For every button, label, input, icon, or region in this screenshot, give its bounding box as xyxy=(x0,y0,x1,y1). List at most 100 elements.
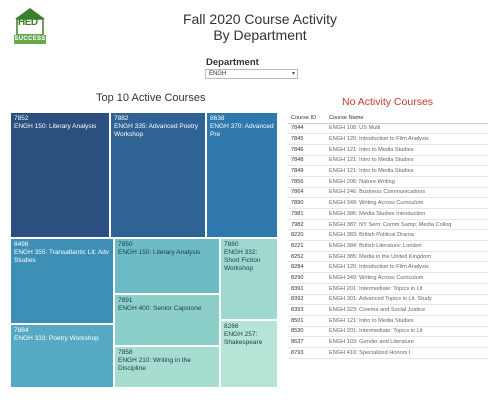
table-row: 7846 ENGH 121: Intro to Media Studies xyxy=(288,144,488,156)
course-id-cell: 8391 xyxy=(288,283,326,295)
tile-course-name: ENGH 257: Shakespeare xyxy=(224,331,263,346)
tile-course-name: ENGH 333: Poetry Workshop xyxy=(14,335,99,342)
table-row: 7982 ENGH 387: NY Sem: Comm Samp; Media C… xyxy=(288,219,488,231)
table-row: 8252 ENGH 385: Media in the United Kingdo… xyxy=(288,251,488,263)
course-name-cell: ENGH 349: Writing Across Curriculum xyxy=(326,197,488,209)
tile-course-id: 7891 xyxy=(118,297,133,304)
table-row: 8393 ENGH 323: Cinema and Social Justice xyxy=(288,304,488,316)
course-id-cell: 7845 xyxy=(288,133,326,145)
course-id-cell: 8501 xyxy=(288,315,326,327)
no-activity-table: Course ID Course Name 7844 ENGH 108: US M… xyxy=(288,113,488,359)
course-name-cell: ENGH 201: Intermediate: Topics in Lit xyxy=(326,283,488,295)
treemap-tile[interactable]: 7882 ENGH 335: Advanced Poetry Workshop xyxy=(110,112,206,238)
course-id-cell: 8793 xyxy=(288,347,326,359)
treemap-tile[interactable]: 7884 ENGH 333: Poetry Workshop xyxy=(10,324,114,388)
tile-course-name: ENGH 400: Senior Capstone xyxy=(118,305,202,312)
logo: HED SUCCESS xyxy=(14,7,46,45)
table-row: 7856 ENGH 206: Nature Writing xyxy=(288,176,488,188)
course-id-cell: 8637 xyxy=(288,336,326,348)
table-row: 7981 ENGH 386: Media Studies Introduction xyxy=(288,208,488,220)
table-row: 8284 ENGH 120: Introduction to Film Analy… xyxy=(288,261,488,274)
column-header-course-id: Course ID xyxy=(288,113,326,124)
house-logo-icon xyxy=(15,8,45,35)
tile-course-name: ENGH 370: Advanced Pre xyxy=(210,123,274,138)
table-row: 8392 ENGH 301: Advanced Topics in Lit. St… xyxy=(288,294,488,306)
course-name-cell: ENGH 385: Media in the United Kingdom xyxy=(326,251,488,263)
course-name-cell: ENGH 201: Intermediate: Topics in Lit xyxy=(326,326,488,338)
course-name-cell: ENGH 301: Advanced Topics in Lit. Study xyxy=(326,294,488,306)
course-id-cell: 7864 xyxy=(288,187,326,199)
treemap-tile[interactable]: 7880 ENGH 332: Short Fiction Workshop xyxy=(220,238,278,320)
course-name-cell: ENGH 323: Cinema and Social Justice xyxy=(326,304,488,316)
course-name-cell: ENGH 383: British Political Drama xyxy=(326,229,488,242)
department-dropdown[interactable]: ENGH ▾ xyxy=(205,69,298,79)
column-header-course-name: Course Name xyxy=(326,113,488,124)
course-id-cell: 7846 xyxy=(288,144,326,156)
treemap-tile[interactable]: 7852 ENGH 150: Literary Analysis xyxy=(10,112,110,238)
course-id-cell: 8392 xyxy=(288,294,326,306)
table-row: 7848 ENGH 121: Intro to Media Studies xyxy=(288,155,488,167)
tile-course-id: 8498 xyxy=(14,241,29,248)
treemap-tile[interactable]: 7891 ENGH 400: Senior Capstone xyxy=(114,294,220,346)
course-name-cell: ENGH 387: NY Sem: Comm Samp; Media Collo… xyxy=(326,219,488,231)
treemap-tile[interactable]: 7850 ENGH 150: Literary Analysis xyxy=(114,238,220,294)
tile-course-id: 7852 xyxy=(14,115,29,122)
course-id-cell: 8393 xyxy=(288,304,326,316)
course-id-cell: 8284 xyxy=(288,261,326,274)
tile-course-name: ENGH 210: Writing in the Discipline xyxy=(118,357,191,372)
table-row: 8391 ENGH 201: Intermediate: Topics in Li… xyxy=(288,283,488,295)
course-name-cell: ENGH 246: Business Communications xyxy=(326,187,488,199)
table-row: 7845 ENGH 120: Introduction to Film Analy… xyxy=(288,133,488,145)
course-id-cell: 8290 xyxy=(288,272,326,284)
table-row: 7864 ENGH 246: Business Communications xyxy=(288,187,488,199)
tile-course-id: 7850 xyxy=(118,241,133,248)
course-name-cell: ENGH 349: Writing Across Curriculum xyxy=(326,272,488,284)
tile-course-name: ENGH 150: Literary Analysis xyxy=(118,249,201,256)
course-id-cell: 8530 xyxy=(288,326,326,338)
course-name-cell: ENGH 410: Specialized Honors I xyxy=(326,347,488,359)
table-row: 7890 ENGH 349: Writing Across Curriculum xyxy=(288,197,488,209)
page-title-line1: Fall 2020 Course Activity xyxy=(182,11,338,27)
course-id-cell: 7981 xyxy=(288,208,326,220)
department-value: ENGH xyxy=(209,71,227,77)
course-name-cell: ENGH 206: Nature Writing xyxy=(326,176,488,188)
tile-course-id: 7882 xyxy=(114,115,129,122)
treemap-tile[interactable]: 8498 ENGH 355: Transatlantic Lit: Adv Stu… xyxy=(10,238,114,324)
course-id-cell: 7890 xyxy=(288,197,326,209)
table-row: 8530 ENGH 201: Intermediate: Topics in Li… xyxy=(288,326,488,338)
department-label: Department xyxy=(206,57,259,68)
course-name-cell: ENGH 120: Introduction to Film Analysis xyxy=(326,261,488,274)
tile-course-name: ENGH 150: Literary Analysis xyxy=(14,123,97,130)
table-row: 7849 ENGH 121: Intro to Media Studies xyxy=(288,165,488,177)
course-name-cell: ENGH 384: British Literature: London xyxy=(326,240,488,252)
page-title: Fall 2020 Course Activity By Department xyxy=(120,11,400,43)
table-row: 7844 ENGH 108: US Multi xyxy=(288,123,488,135)
course-name-cell: ENGH 121: Intro to Media Studies xyxy=(326,165,488,177)
table-row: 8637 ENGH 103: Gender and Literature xyxy=(288,336,488,348)
table-row: 8501 ENGH 121: Intro to Media Studies xyxy=(288,315,488,327)
course-name-cell: ENGH 120: Introduction to Film Analysis xyxy=(326,133,488,145)
course-name-cell: ENGH 121: Intro to Media Studies xyxy=(326,155,488,167)
tile-course-id: 8638 xyxy=(210,115,225,122)
tile-course-id: 7884 xyxy=(14,327,29,334)
logo-band: SUCCESS xyxy=(14,35,46,44)
course-name-cell: ENGH 386: Media Studies Introduction xyxy=(326,208,488,220)
tile-course-name: ENGH 332: Short Fiction Workshop xyxy=(224,249,261,272)
table-row: 8221 ENGH 384: British Literature: London xyxy=(288,240,488,252)
course-name-cell: ENGH 103: Gender and Literature xyxy=(326,336,488,348)
logo-text: HED xyxy=(18,17,38,28)
treemap: 7852 ENGH 150: Literary Analysis 7882 ENGH … xyxy=(10,112,278,388)
table-header-row: Course ID Course Name xyxy=(288,113,488,124)
course-id-cell: 8220 xyxy=(288,229,326,242)
course-name-cell: ENGH 121: Intro to Media Studies xyxy=(326,144,488,156)
chevron-down-icon: ▾ xyxy=(291,71,295,77)
treemap-title: Top 10 Active Courses xyxy=(96,92,206,104)
course-id-cell: 7844 xyxy=(288,123,326,135)
course-id-cell: 8221 xyxy=(288,240,326,252)
course-id-cell: 7856 xyxy=(288,176,326,188)
treemap-tile[interactable]: 8266 ENGH 257: Shakespeare xyxy=(220,320,278,388)
course-name-cell: ENGH 121: Intro to Media Studies xyxy=(326,315,488,327)
treemap-tile[interactable]: 8638 ENGH 370: Advanced Pre xyxy=(206,112,278,238)
treemap-tile[interactable]: 7858 ENGH 210: Writing in the Discipline xyxy=(114,346,220,388)
table-row: 8220 ENGH 383: British Political Drama xyxy=(288,229,488,242)
